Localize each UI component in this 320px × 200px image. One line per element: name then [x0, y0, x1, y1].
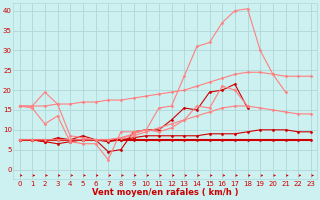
X-axis label: Vent moyen/en rafales ( km/h ): Vent moyen/en rafales ( km/h )	[92, 188, 238, 197]
